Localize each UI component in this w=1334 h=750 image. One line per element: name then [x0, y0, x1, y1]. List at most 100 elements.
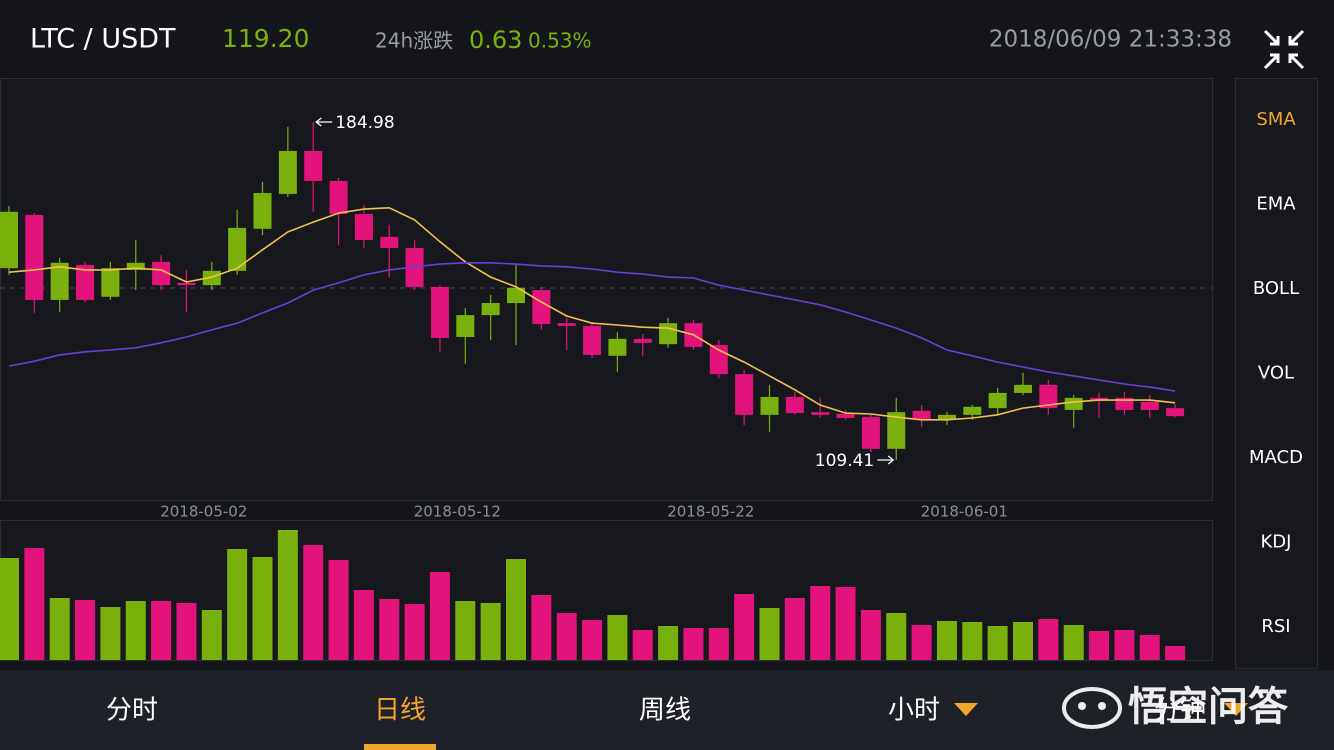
price-chart — [0, 121, 1185, 460]
indicators: SMA EMA BOLL VOL MACD KDJ RSI — [1249, 109, 1303, 637]
volume-bar — [75, 600, 96, 660]
volume-bar — [962, 622, 983, 660]
candle-body — [25, 214, 44, 300]
volume-bar — [987, 626, 1008, 660]
volume-bar — [759, 608, 780, 660]
candle-body — [532, 290, 551, 325]
candle-body — [1166, 408, 1185, 417]
x-tick-label: 2018-05-02 — [160, 503, 247, 521]
volume-bar — [835, 587, 856, 660]
candle-body — [633, 338, 652, 343]
indicator-panel — [1235, 78, 1318, 669]
volume-bar — [252, 557, 273, 660]
candle-body — [76, 265, 95, 300]
annotation-arrow — [887, 455, 895, 465]
last-price: 119.20 — [222, 24, 309, 53]
candle-body — [988, 392, 1007, 409]
pair: LTC / USDT — [30, 24, 176, 55]
tab[interactable]: 周线 — [639, 696, 691, 726]
indicator-button[interactable]: EMA — [1256, 194, 1296, 215]
change-label: 24h涨跌 — [375, 29, 453, 53]
volume-bar — [658, 626, 679, 660]
datetime: 2018/06/09 21:33:38 — [989, 27, 1232, 53]
candle-body — [329, 180, 348, 215]
candle-body — [177, 282, 196, 286]
candle-body — [50, 262, 69, 300]
dropdown-arrow[interactable] — [1224, 703, 1248, 716]
indicator-button[interactable]: SMA — [1256, 109, 1296, 130]
price-panel — [0, 78, 1213, 501]
volume-bar — [1038, 619, 1059, 660]
candle-body — [608, 338, 627, 356]
candle-body — [1064, 397, 1083, 410]
x-tick-label: 2018-06-01 — [921, 503, 1008, 521]
volume-bar — [125, 601, 146, 660]
indicator-button[interactable]: RSI — [1261, 616, 1290, 637]
volume-bar — [201, 610, 222, 660]
tab[interactable]: 日线 — [374, 696, 426, 726]
change: 0.63 — [469, 26, 522, 54]
high-label: 184.98 — [335, 113, 394, 133]
candle-body — [583, 325, 602, 355]
annotation-arrow — [315, 117, 322, 127]
candle-body — [304, 150, 323, 181]
volume-bar — [810, 586, 831, 660]
tab-bar — [0, 670, 1334, 750]
indicator-button[interactable]: MACD — [1249, 447, 1303, 468]
volume-bar — [328, 560, 349, 660]
candle-body — [887, 412, 906, 449]
volume-bar — [734, 594, 755, 660]
candle-body — [937, 414, 956, 420]
volume-bar — [708, 628, 729, 660]
volume-bar — [1013, 622, 1033, 660]
volume-bar — [429, 572, 450, 660]
volume-bar — [1089, 631, 1110, 660]
candle-body — [354, 214, 373, 240]
volume-bar — [24, 548, 45, 660]
volume-bar — [303, 545, 324, 660]
watermark-text: 悟空问答 — [1128, 684, 1289, 730]
indicator-button[interactable]: VOL — [1258, 363, 1294, 384]
indicator-button[interactable]: KDJ — [1261, 532, 1292, 553]
candle-body — [861, 417, 880, 449]
volume-bar — [0, 558, 19, 660]
candle-body — [963, 406, 982, 415]
candle-body — [735, 374, 754, 415]
volume-bar — [176, 603, 197, 660]
volume-bar — [683, 628, 704, 660]
volume-bar — [784, 598, 805, 660]
candle-body — [228, 227, 247, 271]
candle-body — [380, 236, 399, 249]
candle-body — [1140, 401, 1159, 410]
indicator-button[interactable]: BOLL — [1253, 278, 1299, 299]
candle-body — [253, 193, 272, 229]
volume-bar — [886, 613, 907, 660]
volume-bar — [936, 621, 957, 660]
volume-bar — [404, 604, 425, 660]
volume-bar — [379, 599, 400, 660]
tab[interactable]: 小时 — [888, 696, 940, 726]
change-pct: 0.53% — [528, 29, 592, 53]
low-label: 109.41 — [815, 451, 874, 471]
candle-body — [760, 396, 779, 415]
candle-body — [0, 211, 18, 269]
volume-bar — [607, 615, 628, 660]
volume-bar — [531, 595, 552, 660]
volume-bar — [1114, 630, 1135, 660]
candle-body — [202, 270, 221, 286]
x-tick-label: 2018-05-12 — [414, 503, 501, 521]
volume-bar — [100, 607, 121, 660]
tabs: 分时 日线 周线 小时 分钟 — [106, 696, 1206, 726]
volume-bar — [1139, 635, 1160, 660]
volume-bar — [506, 559, 526, 660]
tab[interactable]: 分时 — [106, 696, 158, 726]
volume-bar — [277, 530, 298, 660]
candle-body — [101, 268, 120, 297]
tab[interactable]: 分钟 — [1154, 696, 1206, 726]
moving-average-line — [8, 206, 1176, 421]
volume-bar — [860, 610, 881, 660]
collapse-icon[interactable] — [1263, 29, 1305, 70]
candle-body — [557, 323, 576, 326]
dropdown-arrow[interactable] — [954, 703, 978, 716]
